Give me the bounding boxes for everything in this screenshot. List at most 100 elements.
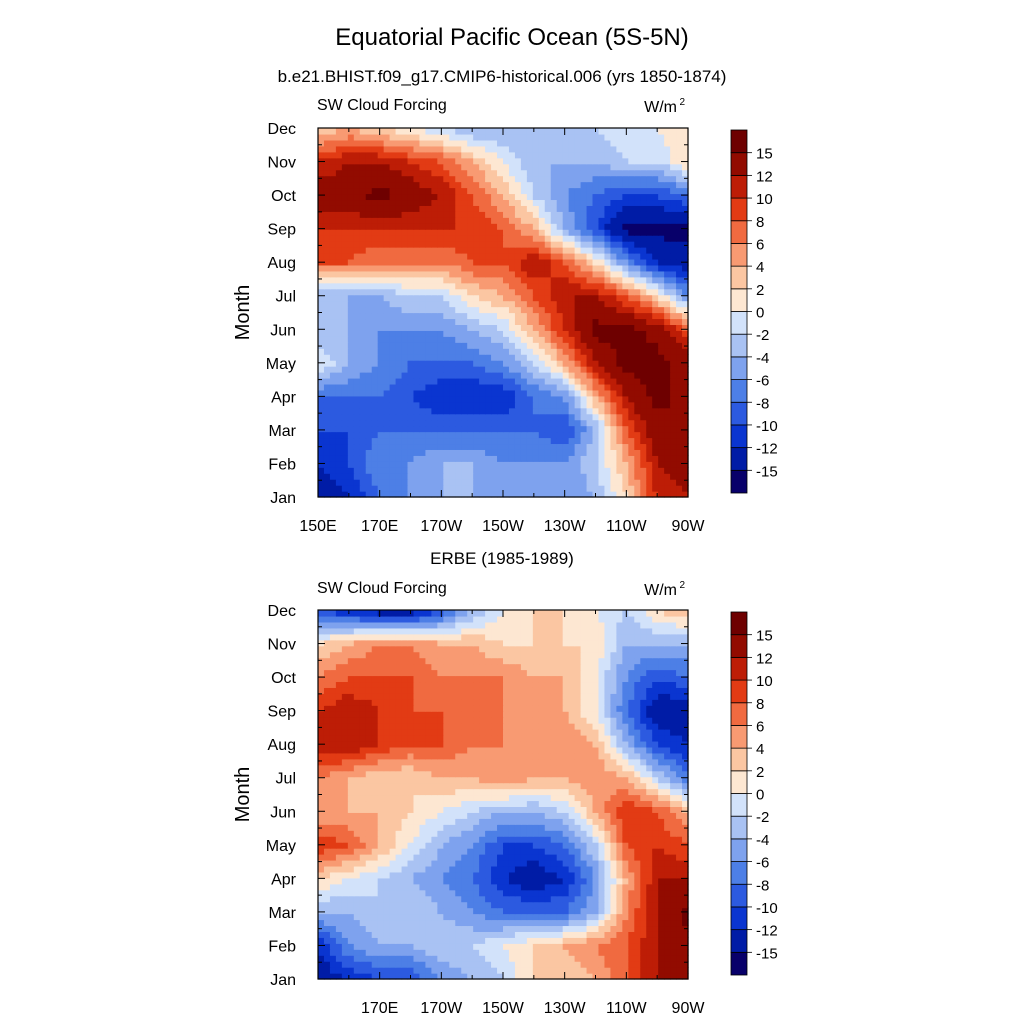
field-cell (616, 895, 623, 903)
field-cell (628, 372, 635, 379)
field-cell (610, 205, 617, 212)
field-cell (323, 949, 331, 956)
field-cell (497, 151, 504, 159)
field-cell (592, 336, 600, 343)
field-cell (544, 128, 552, 135)
field-cell (413, 895, 421, 903)
field-cell (395, 217, 403, 224)
field-cell (389, 401, 397, 409)
field-cell (526, 187, 534, 195)
field-cell (503, 467, 510, 474)
field-cell (682, 133, 689, 141)
field-cell (628, 383, 635, 391)
field-cell (652, 895, 659, 903)
field-cell (437, 895, 444, 903)
field-cell (550, 949, 558, 956)
field-cell (562, 919, 570, 927)
field-cell (497, 211, 504, 218)
field-cell (479, 973, 486, 980)
field-cell (413, 163, 421, 171)
field-cell (586, 276, 594, 284)
field-cell (508, 431, 516, 439)
field-cell (335, 895, 343, 903)
field-cell (676, 943, 683, 950)
field-cell (646, 217, 653, 224)
field-cell (485, 366, 492, 373)
field-cell (682, 467, 689, 474)
field-cell (670, 455, 677, 462)
field-cell (634, 883, 641, 891)
field-cell (485, 306, 492, 314)
field-cell (473, 336, 480, 343)
field-cell (526, 128, 534, 135)
field-cell (568, 139, 576, 147)
field-cell (634, 473, 641, 480)
field-cell (634, 961, 641, 968)
field-cell (580, 223, 588, 230)
field-cell (628, 943, 635, 950)
field-cell (425, 360, 432, 367)
field-cell (664, 282, 671, 290)
field-cell (437, 157, 444, 165)
field-cell (604, 163, 612, 171)
field-cell (538, 360, 546, 367)
field-cell (592, 895, 600, 903)
field-cell (550, 943, 558, 950)
field-cell (556, 133, 564, 141)
field-cell (485, 151, 492, 159)
field-cell (538, 372, 546, 379)
field-cell (658, 449, 665, 456)
field-cell (467, 151, 474, 159)
field-cell (467, 211, 474, 218)
field-cell (485, 883, 492, 891)
field-cell (383, 907, 391, 915)
field-cell (568, 276, 576, 284)
field-cell (622, 205, 629, 212)
field-cell (389, 145, 397, 153)
field-cell (544, 169, 552, 177)
field-cell (592, 193, 600, 201)
field-cell (329, 925, 337, 932)
field-cell (425, 145, 432, 153)
field-cell (652, 205, 659, 212)
field-cell (395, 294, 403, 302)
field-cell (598, 461, 606, 468)
field-cell (389, 282, 397, 290)
field-cell (616, 461, 623, 468)
field-cell (455, 401, 462, 409)
field-cell (538, 247, 546, 254)
field-cell (514, 324, 522, 331)
field-cell (335, 389, 343, 397)
color-bar-box (730, 311, 748, 335)
field-cell (323, 211, 331, 218)
field-cell (604, 205, 612, 212)
field-cell (532, 151, 540, 159)
field-cell (401, 967, 409, 974)
field-cell (634, 169, 641, 177)
field-cell (318, 205, 325, 212)
field-cell (419, 354, 427, 361)
field-cell (419, 181, 427, 189)
field-cell (586, 163, 594, 171)
field-cell (526, 366, 534, 373)
field-cell (544, 181, 552, 189)
field-cell (353, 217, 361, 224)
field-cell (562, 288, 570, 296)
field-cell (634, 425, 641, 433)
field-cell (664, 157, 671, 165)
field-cell (473, 241, 480, 248)
field-cell (389, 889, 397, 897)
field-cell (335, 157, 343, 165)
field-cell (556, 943, 564, 950)
field-cell (556, 128, 564, 135)
field-cell (383, 419, 391, 427)
field-cell (335, 925, 343, 932)
field-cell (622, 151, 629, 159)
field-cell (526, 276, 534, 284)
color-bar-label: -15 (756, 463, 778, 480)
field-cell (425, 330, 432, 337)
field-cell (371, 901, 379, 909)
field-cell (520, 258, 528, 266)
field-cell (449, 973, 456, 980)
field-cell (341, 943, 349, 950)
